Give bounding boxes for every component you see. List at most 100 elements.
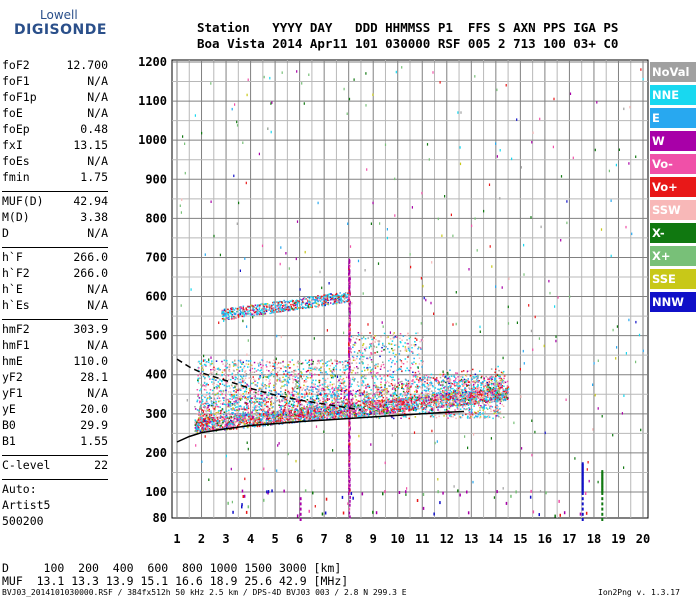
echo-point	[379, 392, 381, 394]
echo-point	[386, 410, 388, 412]
echo-point	[470, 417, 472, 419]
echo-point	[474, 401, 476, 403]
echo-point	[437, 394, 440, 396]
echo-point	[329, 389, 331, 391]
y-tick-label: 600	[145, 290, 167, 304]
echo-point	[224, 400, 227, 402]
echo-point	[374, 382, 376, 384]
echo-point	[479, 393, 482, 395]
echo-point	[235, 376, 237, 379]
echo-point	[473, 388, 475, 391]
echo-point	[225, 382, 228, 384]
echo-point	[373, 384, 375, 387]
echo-point	[332, 406, 334, 409]
echo-point	[200, 419, 203, 421]
echo-point	[200, 420, 203, 422]
echo-point	[394, 397, 396, 399]
echo-point	[217, 411, 219, 414]
echo-point	[341, 393, 343, 396]
echo-point	[329, 384, 331, 387]
echo-point	[299, 371, 301, 373]
echo-point	[369, 353, 372, 356]
echo-point	[236, 418, 239, 420]
echo-point	[492, 398, 494, 400]
echo-point	[235, 428, 238, 430]
echo-point	[391, 374, 394, 376]
echo-point	[480, 398, 483, 400]
echo-point	[251, 412, 253, 414]
echo-point	[301, 396, 303, 398]
echo-point	[417, 332, 419, 334]
echo-point	[352, 369, 354, 372]
echo-point	[405, 397, 407, 399]
echo-point	[414, 407, 416, 409]
echo-point	[291, 371, 293, 373]
echo-point	[228, 417, 231, 420]
echo-point	[437, 409, 439, 411]
echo-point	[432, 400, 435, 403]
echo-point	[421, 394, 424, 397]
echo-point	[354, 396, 357, 398]
echo-point	[379, 395, 381, 398]
echo-point	[416, 378, 418, 380]
echo-point	[202, 418, 204, 420]
echo-point	[387, 410, 390, 412]
echo-point	[444, 406, 446, 408]
echo-point	[462, 414, 464, 417]
echo-point	[453, 380, 455, 382]
echo-point	[249, 372, 252, 375]
echo-point	[285, 399, 287, 401]
echo-point	[458, 379, 460, 382]
echo-point	[209, 378, 211, 380]
echo-point	[219, 424, 221, 427]
echo-point	[325, 362, 327, 364]
echo-point	[408, 417, 410, 420]
echo-point	[491, 391, 493, 393]
echo-point	[333, 389, 335, 391]
echo-point	[313, 367, 316, 370]
echo-point	[450, 403, 453, 405]
echo-point	[243, 375, 245, 377]
param-name: foF2	[2, 58, 30, 72]
echo-point	[363, 398, 365, 400]
echo-point	[311, 375, 313, 377]
echo-point	[328, 406, 330, 409]
echo-point	[291, 375, 294, 378]
echo-point	[481, 393, 484, 395]
echo-point	[199, 377, 201, 379]
param-row: foF1p N/A	[2, 90, 108, 106]
echo-point	[398, 404, 401, 407]
echo-point	[337, 395, 339, 397]
echo-point	[226, 417, 229, 419]
echo-point	[445, 397, 448, 399]
echo-point	[440, 401, 442, 404]
echo-point	[259, 402, 261, 404]
echo-point	[221, 409, 224, 411]
echo-point	[294, 410, 297, 413]
param-value: N/A	[87, 338, 108, 352]
echo-point	[476, 416, 478, 419]
echo-point	[297, 393, 299, 396]
echo-point	[332, 387, 334, 389]
echo-point	[330, 414, 333, 417]
echo-point	[201, 427, 204, 429]
echo-point	[403, 401, 405, 404]
echo-point	[207, 428, 209, 431]
echo-point	[391, 340, 394, 342]
echo-point	[305, 414, 308, 416]
echo-point	[373, 413, 376, 415]
echo-point	[312, 407, 314, 409]
echo-point	[402, 397, 404, 400]
echo-point	[259, 387, 261, 389]
echo-point	[339, 389, 341, 392]
echo-point	[273, 420, 275, 422]
echo-point	[362, 401, 365, 404]
echo-point	[289, 400, 291, 403]
echo-point	[257, 418, 259, 421]
echo-point	[446, 398, 448, 400]
echo-point	[419, 380, 421, 382]
echo-point	[367, 397, 369, 399]
echo-point	[317, 412, 319, 414]
echo-point	[345, 376, 348, 379]
echo-point	[331, 401, 333, 403]
